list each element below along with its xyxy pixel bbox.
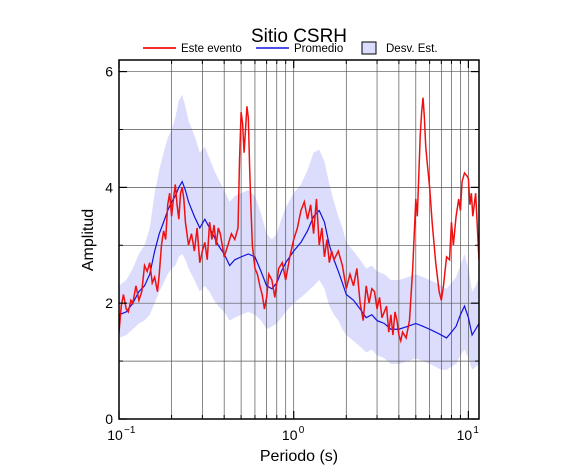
event-line: [119, 97, 479, 344]
x-tick-label: 10: [282, 427, 298, 443]
std-dev-band: [119, 94, 479, 370]
y-axis: 0 2 4 6: [105, 64, 479, 427]
x-tick-label: 10: [107, 427, 123, 443]
x-tick-exponent: 1: [473, 425, 479, 436]
legend-label-promedio: Promedio: [294, 43, 343, 55]
legend: Este evento Promedio Desv. Est.: [143, 41, 438, 55]
y-tick-label: 0: [105, 411, 113, 427]
x-tick-exponent: −1: [124, 425, 136, 436]
x-axis-title: Periodo (s): [260, 448, 338, 465]
y-tick-label: 6: [105, 64, 113, 80]
x-tick-exponent: 0: [299, 425, 305, 436]
plot-frame: [118, 59, 480, 420]
chart-title: Sitio CSRH: [251, 26, 347, 47]
legend-patch-desv-est: [361, 41, 377, 55]
y-tick-label: 4: [105, 179, 113, 195]
grid: [119, 60, 479, 419]
legend-label-este-evento: Este evento: [181, 43, 242, 55]
y-axis-title: Amplitud: [80, 209, 97, 271]
x-axis: 10 −1 10 0 10 1: [107, 60, 479, 443]
x-tick-label: 10: [457, 427, 473, 443]
legend-label-desv-est: Desv. Est.: [386, 43, 438, 55]
y-tick-label: 2: [105, 295, 113, 311]
